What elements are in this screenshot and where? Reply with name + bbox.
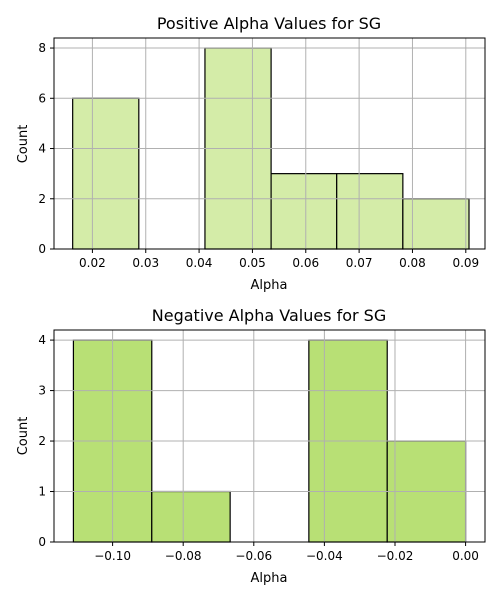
- x-tick-label: −0.10: [94, 549, 131, 563]
- y-axis-label: Count: [16, 417, 31, 456]
- x-tick-label: 0.04: [186, 256, 213, 270]
- chart-title: Negative Alpha Values for SG: [152, 306, 386, 325]
- x-tick-label: −0.02: [377, 549, 414, 563]
- y-tick-label: 8: [38, 41, 46, 55]
- negative-alpha-chart: Negative Alpha Values for SG Alpha Count…: [16, 306, 486, 586]
- x-tick-label: 0.06: [292, 256, 319, 270]
- plot-frame: [53, 37, 486, 250]
- histogram-bar: [72, 97, 140, 250]
- x-tick-label: −0.08: [165, 549, 202, 563]
- y-tick-label: 2: [38, 192, 46, 206]
- x-axis-label: Alpha: [251, 278, 288, 293]
- histogram-bar: [402, 198, 470, 250]
- y-tick-label: 0: [38, 535, 46, 549]
- x-axis-label: Alpha: [251, 571, 288, 586]
- y-tick-label: 1: [38, 485, 46, 499]
- y-tick-label: 6: [38, 91, 46, 105]
- histogram-bar: [270, 173, 338, 250]
- x-tick-label: 0.09: [452, 256, 479, 270]
- x-tick-label: 0.02: [79, 256, 106, 270]
- y-tick-label: 3: [38, 384, 46, 398]
- y-tick-label: 0: [38, 242, 46, 256]
- plot-frame: [53, 329, 486, 543]
- y-tick-label: 2: [38, 434, 46, 448]
- y-tick-label: 4: [38, 142, 46, 156]
- x-tick-label: 0.08: [399, 256, 426, 270]
- histogram-bar: [336, 173, 404, 250]
- x-tick-label: −0.04: [306, 549, 343, 563]
- x-tick-label: 0.00: [452, 549, 479, 563]
- x-tick-label: 0.07: [346, 256, 373, 270]
- y-tick-label: 4: [38, 333, 46, 347]
- x-tick-label: −0.06: [235, 549, 272, 563]
- positive-alpha-chart: Positive Alpha Values for SG Alpha Count…: [16, 14, 486, 293]
- x-tick-label: 0.05: [239, 256, 266, 270]
- histogram-bar: [151, 490, 231, 543]
- y-axis-label: Count: [16, 125, 31, 164]
- chart-title: Positive Alpha Values for SG: [157, 14, 381, 33]
- x-tick-label: 0.03: [132, 256, 159, 270]
